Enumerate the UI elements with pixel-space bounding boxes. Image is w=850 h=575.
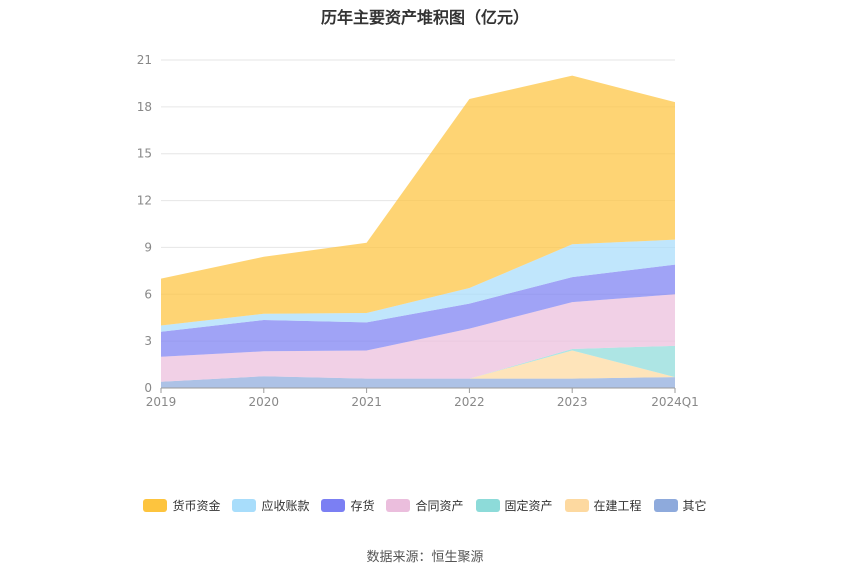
x-tick-label: 2024Q1 <box>651 395 699 409</box>
legend-label: 应收账款 <box>261 499 310 513</box>
legend-item-在建工程[interactable]: 在建工程 <box>564 497 642 514</box>
x-tick-label: 2019 <box>146 395 177 409</box>
legend-item-合同资产[interactable]: 合同资产 <box>386 497 464 514</box>
legend-label: 其它 <box>682 499 707 513</box>
legend-swatch <box>232 499 257 512</box>
area-series-其它[interactable] <box>161 376 675 388</box>
area-series <box>161 75 675 388</box>
chart-title: 历年主要资产堆积图（亿元） <box>320 8 529 27</box>
legend-item-存货[interactable]: 存货 <box>321 497 374 514</box>
legend-item-应收账款[interactable]: 应收账款 <box>232 497 309 514</box>
y-tick-label: 21 <box>137 53 152 67</box>
legend-label: 固定资产 <box>504 499 553 513</box>
legend-label: 存货 <box>350 499 375 513</box>
x-tick-label: 2022 <box>454 395 485 409</box>
x-tick-label: 2020 <box>249 395 280 409</box>
area-series-在建工程[interactable] <box>161 350 675 382</box>
y-tick-label: 15 <box>137 147 152 161</box>
legend-swatch <box>653 499 678 512</box>
x-tick-label: 2021 <box>351 395 382 409</box>
legend: 货币资金 应收账款 存货 合同资产 固定资产 在建工程 其它 <box>0 497 850 514</box>
area-series-合同资产[interactable] <box>161 294 675 382</box>
y-tick-label: 6 <box>144 287 152 301</box>
legend-swatch <box>564 499 589 512</box>
axes: 0 3 6 9 12 15 18 21 2019 2020 2021 2022 2023 2024Q1 <box>137 53 699 409</box>
legend-label: 在建工程 <box>593 499 642 513</box>
area-series-应收账款[interactable] <box>161 239 675 332</box>
x-tick-label: 2023 <box>557 395 588 409</box>
legend-swatch <box>475 499 500 512</box>
legend-item-货币资金[interactable]: 货币资金 <box>143 497 220 514</box>
legend-label: 合同资产 <box>415 499 464 513</box>
legend-swatch <box>386 499 411 512</box>
y-tick-label: 9 <box>144 240 152 254</box>
y-tick-label: 18 <box>137 100 152 114</box>
legend-item-其它[interactable]: 其它 <box>653 497 707 514</box>
data-source: 数据来源：恒生聚源 <box>366 550 484 565</box>
y-tick-label: 0 <box>144 381 152 395</box>
y-tick-label: 12 <box>137 194 152 208</box>
area-series-固定资产[interactable] <box>161 345 675 382</box>
legend-swatch <box>143 499 168 512</box>
legend-item-固定资产[interactable]: 固定资产 <box>475 497 553 514</box>
legend-swatch <box>321 499 346 512</box>
area-series-存货[interactable] <box>161 264 675 357</box>
legend-label: 货币资金 <box>172 499 221 513</box>
area-series-货币资金[interactable] <box>161 75 675 326</box>
y-tick-label: 3 <box>144 334 152 348</box>
